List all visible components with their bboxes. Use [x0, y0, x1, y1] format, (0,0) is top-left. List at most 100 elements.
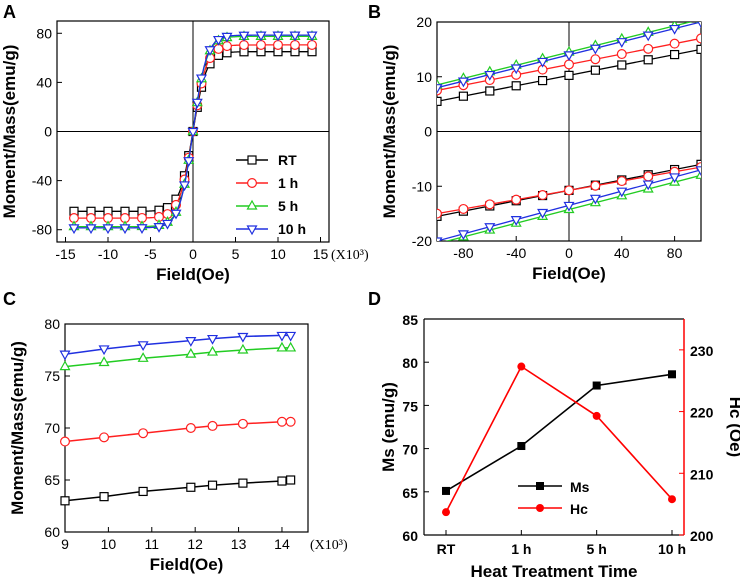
legend-marker: [536, 482, 544, 490]
data-point: [437, 237, 443, 241]
data-point: [617, 60, 627, 70]
series-RT: [60, 475, 296, 506]
data-point: [537, 75, 548, 86]
data-point: [138, 428, 149, 439]
data-point: [510, 216, 522, 226]
panel-a: A -15 -10 -5 0 5 10 15 -80 -40 0 40 80 Field(Oe) Momen…: [0, 2, 369, 284]
x-axis-label: Field(Oe): [150, 555, 224, 574]
series-line: [64, 347, 291, 368]
series-line: [64, 479, 291, 502]
legend-marker: [246, 199, 258, 210]
data-point: [437, 96, 442, 106]
data-point: [437, 84, 443, 94]
y-tick-label: 75: [44, 368, 60, 384]
data-point: [273, 39, 284, 50]
x-tick-label: 5 h: [587, 541, 607, 557]
y2-tick-label: 220: [690, 405, 714, 421]
x-tick-label: 10: [101, 536, 117, 552]
data-point: [136, 224, 148, 234]
data-point: [457, 230, 469, 241]
data-point: [643, 55, 653, 65]
data-point: [185, 337, 197, 347]
data-point: [616, 49, 627, 60]
data-point: [289, 31, 301, 42]
data-point: [484, 70, 496, 81]
data-point: [153, 222, 165, 233]
data-point: [697, 22, 701, 29]
x-tick-label: -40: [506, 245, 526, 261]
y-tick-label: 40: [36, 74, 52, 90]
x-tick-label: 13: [231, 536, 247, 552]
data-point: [195, 74, 208, 85]
data-point: [59, 436, 70, 447]
y-tick-label: 60: [44, 524, 60, 540]
data-point: [207, 480, 218, 490]
y-axis-label: Moment/Mass(emu/g): [8, 341, 27, 515]
data-point: [643, 171, 654, 182]
data-point: [537, 208, 549, 219]
legend-marker: [246, 225, 258, 236]
data-point: [85, 224, 97, 235]
data-point: [537, 190, 548, 201]
data-point: [59, 350, 71, 361]
x-tick-label: 40: [614, 245, 630, 261]
data-point: [517, 442, 526, 451]
data-point: [60, 496, 70, 506]
x-tick-label: -10: [98, 246, 118, 262]
series-10h: [437, 22, 701, 241]
data-point: [185, 423, 196, 434]
legend-label: 5 h: [278, 198, 298, 214]
data-point: [238, 478, 248, 488]
x-tick-label: 15: [313, 246, 329, 262]
series-Hc: [442, 362, 676, 517]
x-tick-label: 11: [145, 536, 160, 552]
data-point: [178, 181, 191, 192]
data-point: [511, 194, 522, 205]
x-tick-label: -15: [55, 246, 75, 262]
data-point: [222, 41, 233, 52]
y-tick-label: 80: [36, 25, 52, 41]
legend-marker: [247, 155, 257, 165]
y-tick-label: 20: [416, 14, 432, 30]
data-point: [537, 57, 549, 68]
data-point: [642, 180, 654, 191]
data-point: [458, 203, 469, 214]
data-point: [98, 356, 110, 367]
data-point: [563, 185, 574, 196]
data-point: [484, 223, 496, 233]
data-point: [616, 176, 627, 187]
x-tick-label: 10 h: [658, 541, 686, 557]
y-tick-label: 80: [402, 355, 418, 371]
data-point: [669, 49, 680, 60]
data-point: [307, 39, 318, 50]
data-point: [59, 360, 71, 371]
x-tick-label: 0: [189, 246, 197, 262]
series-line: [445, 373, 673, 492]
panel-letter: C: [3, 289, 16, 309]
y2-tick-label: 210: [690, 466, 714, 482]
data-point: [186, 482, 196, 492]
data-point: [255, 31, 267, 42]
data-point: [696, 33, 701, 44]
data-point: [563, 201, 575, 212]
data-point: [592, 411, 601, 420]
data-point: [458, 91, 468, 101]
data-point: [212, 35, 225, 46]
series-10h: [68, 31, 318, 235]
y-axis-label: Ms (emu/g): [379, 382, 398, 472]
legend: RT 1 h 5 h 10 h: [236, 152, 306, 237]
data-point: [99, 492, 109, 502]
panel-letter: D: [368, 289, 381, 309]
data-point: [161, 219, 174, 230]
data-point: [589, 194, 601, 205]
data-point: [290, 39, 301, 50]
data-point: [256, 39, 267, 50]
y-tick-label: 75: [402, 398, 418, 414]
panel-c: C 9 10 11 12 13 14 60 65 70 75 80 Field(Oe) Moment/Ma…: [3, 289, 348, 574]
data-point: [137, 341, 149, 352]
data-point: [102, 224, 114, 235]
y-tick-label: 70: [44, 420, 60, 436]
data-point: [207, 345, 219, 356]
panel-letter: B: [368, 2, 381, 22]
data-point: [237, 343, 249, 354]
